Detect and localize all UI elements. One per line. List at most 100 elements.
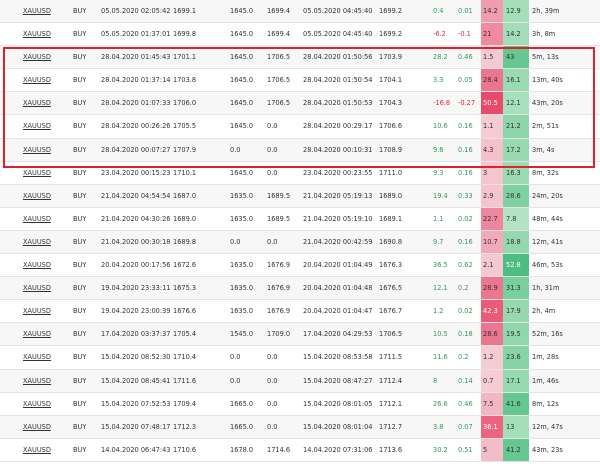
symbol-link[interactable]: XAUUSD <box>23 399 51 408</box>
table-row: XAUUSD BUY 23.04.2020 00:15:23 1710.1 16… <box>0 161 600 185</box>
symbol-link[interactable]: XAUUSD <box>23 122 51 131</box>
close-time: 28.04.2020 00:10:31 <box>303 145 373 154</box>
profit-pips: 28.2 <box>433 53 448 62</box>
profit-percent: 0.02 <box>458 307 473 316</box>
profit-pips: 9.3 <box>433 168 444 177</box>
symbol-link[interactable]: XAUUSD <box>23 330 51 339</box>
symbol-link[interactable]: XAUUSD <box>23 261 51 270</box>
open-price: 1706.0 <box>173 99 197 108</box>
mfe-cell: 16.3 <box>503 161 529 185</box>
take-profit: 1699.4 <box>267 30 291 39</box>
symbol-link[interactable]: XAUUSD <box>23 191 51 200</box>
take-profit: 1699.4 <box>267 7 291 15</box>
symbol-link[interactable]: XAUUSD <box>23 168 51 177</box>
stop-loss: 1678.0 <box>230 445 254 454</box>
stop-loss: 0.0 <box>230 237 241 246</box>
trade-direction: BUY <box>73 145 87 154</box>
trade-direction: BUY <box>73 445 87 454</box>
mae-cell: 1.5 <box>481 46 503 70</box>
trade-duration: 2h, 4m <box>532 307 556 316</box>
trade-direction: BUY <box>73 307 87 316</box>
stop-loss: 1645.0 <box>230 53 254 62</box>
take-profit: 1676.9 <box>267 261 291 270</box>
mfe-cell: 17.1 <box>503 369 529 393</box>
symbol-link[interactable]: XAUUSD <box>23 445 51 454</box>
open-time: 15.04.2020 07:52:53 <box>101 399 171 408</box>
take-profit: 1676.9 <box>267 284 291 293</box>
symbol-link[interactable]: XAUUSD <box>23 99 51 108</box>
open-price: 1707.9 <box>173 145 197 154</box>
open-time: 19.04.2020 23:33:11 <box>101 284 171 293</box>
close-price: 1699.2 <box>379 7 403 15</box>
table-row: XAUUSD BUY 28.04.2020 01:37:14 1703.8 16… <box>0 69 600 93</box>
table-row: XAUUSD BUY 28.04.2020 00:07:27 1707.9 0.… <box>0 138 600 162</box>
open-price: 1687.0 <box>173 191 197 200</box>
trade-direction: BUY <box>73 76 87 85</box>
mae-cell: 7.5 <box>481 392 503 416</box>
symbol-link[interactable]: XAUUSD <box>23 145 51 154</box>
close-time: 23.04.2020 00:23:55 <box>303 168 373 177</box>
trade-direction: BUY <box>73 284 87 293</box>
close-price: 1706.6 <box>379 122 403 131</box>
symbol-link[interactable]: XAUUSD <box>23 284 51 293</box>
take-profit: 0.0 <box>267 376 278 385</box>
profit-percent: 0.51 <box>458 445 473 454</box>
profit-pips: 0.4 <box>433 7 444 15</box>
mae-cell: 36.1 <box>481 415 503 439</box>
trade-duration: 3h, 8m <box>532 30 556 39</box>
mae-cell: 50.5 <box>481 92 503 116</box>
stop-loss: 1635.0 <box>230 284 254 293</box>
mfe-cell: 52.8 <box>503 254 529 278</box>
symbol-link[interactable]: XAUUSD <box>23 376 51 385</box>
stop-loss: 1645.0 <box>230 122 254 131</box>
take-profit: 0.0 <box>267 399 278 408</box>
close-price: 1711.5 <box>379 353 403 362</box>
symbol-link[interactable]: XAUUSD <box>23 30 51 39</box>
mae-cell: 14.2 <box>481 0 503 24</box>
symbol-link[interactable]: XAUUSD <box>23 307 51 316</box>
profit-pips: -6.2 <box>433 30 446 39</box>
open-price: 1705.4 <box>173 330 197 339</box>
stop-loss: 0.0 <box>230 376 241 385</box>
close-price: 1708.9 <box>379 145 403 154</box>
trade-duration: 43m, 20s <box>532 99 563 108</box>
profit-percent: 0.07 <box>458 422 473 431</box>
symbol-link[interactable]: XAUUSD <box>23 76 51 85</box>
trade-duration: 2h, 39m <box>532 7 560 15</box>
mfe-cell: 31.3 <box>503 277 529 301</box>
close-time: 20.04.2020 01:04:48 <box>303 284 373 293</box>
profit-percent: 0.2 <box>458 284 469 293</box>
profit-pips: 11.6 <box>433 353 448 362</box>
close-price: 1712.7 <box>379 422 403 431</box>
profit-percent: 0.16 <box>458 122 473 131</box>
trade-direction: BUY <box>73 261 87 270</box>
profit-pips: -16.8 <box>433 99 451 108</box>
close-time: 21.04.2020 05:19:13 <box>303 191 373 200</box>
profit-pips: 9.6 <box>433 145 444 154</box>
open-price: 1676.6 <box>173 307 197 316</box>
symbol-link[interactable]: XAUUSD <box>23 7 51 15</box>
close-time: 15.04.2020 08:47:27 <box>303 376 373 385</box>
mfe-cell: 12.9 <box>503 0 529 24</box>
symbol-link[interactable]: XAUUSD <box>23 53 51 62</box>
close-time: 15.04.2020 08:01:04 <box>303 422 373 431</box>
open-price: 1712.3 <box>173 422 197 431</box>
mfe-cell: 23.6 <box>503 346 529 370</box>
symbol-link[interactable]: XAUUSD <box>23 237 51 246</box>
trade-direction: BUY <box>73 99 87 108</box>
profit-percent: 0.46 <box>458 53 473 62</box>
stop-loss: 0.0 <box>230 353 241 362</box>
open-price: 1710.4 <box>173 353 197 362</box>
close-price: 1712.1 <box>379 399 403 408</box>
symbol-link[interactable]: XAUUSD <box>23 353 51 362</box>
symbol-link[interactable]: XAUUSD <box>23 422 51 431</box>
symbol-link[interactable]: XAUUSD <box>23 214 51 223</box>
profit-percent: 0.46 <box>458 399 473 408</box>
trade-duration: 12m, 47s <box>532 422 563 431</box>
close-price: 1676.7 <box>379 307 403 316</box>
trade-history-table: XAUUSD BUY 05.05.2020 02:05:42 1699.1 16… <box>0 0 600 462</box>
stop-loss: 1645.0 <box>230 30 254 39</box>
mfe-cell: 21.2 <box>503 115 529 139</box>
table-row: XAUUSD BUY 05.05.2020 01:37:01 1699.8 16… <box>0 23 600 47</box>
mae-cell: 5 <box>481 438 503 462</box>
